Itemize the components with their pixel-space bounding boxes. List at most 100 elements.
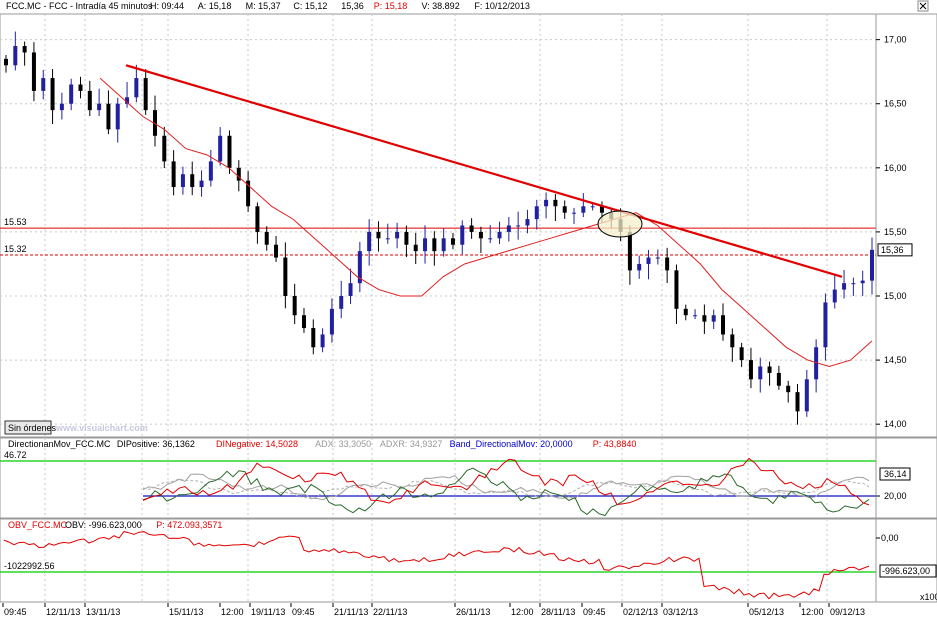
candle [497,221,502,245]
candle [665,247,670,284]
candle [385,223,390,244]
adx-line [142,473,870,501]
candle [488,225,493,244]
candle [227,130,232,174]
candle [395,222,400,249]
candle [143,69,148,115]
candle [469,218,474,239]
candle [311,319,316,355]
candle [525,209,530,234]
candle [22,41,27,66]
candle [329,298,334,343]
obv-legend-item-2: P: 472.093,3571 [156,520,222,530]
candle [236,160,241,192]
x-axis-label: 28/11/13 [541,607,575,617]
candle [441,228,446,257]
candle [674,264,679,324]
support-label-15-53: 15.53 [4,217,27,227]
trendline[interactable] [125,64,843,278]
candle [804,369,809,417]
candle [413,232,418,264]
candle [506,216,511,242]
x-axis-label: 09:45 [583,607,606,617]
dmi-y-axis: 20,00 36,14 [875,437,937,519]
price-ytick-label: 16,00 [884,163,907,173]
candle [478,226,483,253]
header-field-2: M: 15,37 [246,1,281,11]
candle [655,249,660,265]
candle [870,237,874,295]
candle [339,280,344,319]
sin-ordenes-button[interactable]: Sin órdenes [4,420,57,435]
obv-vertical-gridlines [44,519,828,602]
x-axis-label: 12:00 [511,607,534,617]
candle [860,270,865,296]
obv-line [3,531,870,600]
candle [730,328,735,362]
candle [125,81,130,108]
candle [320,328,325,353]
candle [814,339,819,393]
candle [581,193,586,218]
candle [115,97,120,143]
price-ytick-label: 14,00 [884,419,907,429]
price-ytick-label: 17,00 [884,35,907,45]
price-ytick-label: 16,50 [884,99,907,109]
candle [693,309,698,320]
candle [274,236,279,262]
sin-ordenes-label: Sin órdenes [8,423,57,433]
dmi-level-label: 46.72 [4,450,27,460]
x-axis-label: 05/12/13 [749,607,784,617]
x-axis-label: 03/12/13 [663,607,698,617]
last-price-tag: 15,36 [881,245,904,255]
candle [69,78,74,111]
candle [423,225,428,264]
candle [255,202,260,244]
candle [106,90,111,135]
dmi-legend-item-4: ADXR: 34,9327 [380,439,443,449]
candle [292,283,297,325]
x-axis: 09:45 12/11/13 13/11/13 15/11/13 12:00 19/11/… [0,603,937,619]
candle [208,149,213,187]
candle [59,92,64,120]
dmi-tag: 36,14 [884,469,907,479]
candle [544,192,549,219]
header-field-3: C: 15,12 [293,1,327,11]
candle [199,170,204,197]
candle [432,231,437,266]
candle [31,42,36,102]
support-label-15-32: 15.32 [4,244,27,254]
candle [711,309,716,330]
price-panel[interactable]: 15.53 15.32 Sin órdenes www.visualchart.… [0,13,877,438]
dmi-legend: DirectionanMov_FCC.MC DIPositive: 36,1362… [8,439,636,449]
x-axis-label: 09/12/13 [830,607,865,617]
candle [516,211,521,240]
close-icon[interactable] [917,0,929,12]
candle [97,88,102,116]
obv-legend-item-1: OBV: -996.623,000 [65,520,142,530]
candle [851,277,856,296]
candle [348,268,353,304]
header-symbol: FCC.MC - FCC - Intradía 45 minutos [6,1,153,11]
di-negative-line [142,457,870,506]
highlight-ellipse [597,210,643,238]
candlestick-series [4,31,874,425]
candle [41,69,46,100]
candle [450,232,455,250]
x-axis-label: 21/11/13 [334,607,368,617]
candle [190,161,195,196]
candle [87,80,92,116]
candle [758,357,763,393]
x-axis-label: 12:00 [801,607,824,617]
di-positive-line [142,467,870,517]
dmi-legend-item-0: DirectionanMov_FCC.MC [8,439,111,449]
watermark: www.visualchart.com [55,423,148,433]
x-axis-label: 13/11/13 [86,607,120,617]
candle [301,308,306,333]
candle [264,226,269,251]
dmi-panel[interactable]: 46.72 DirectionanMov_FCC.MC DIPositive: 3… [0,437,877,519]
x-axis-label: 26/11/13 [456,607,490,617]
candle [4,55,8,73]
